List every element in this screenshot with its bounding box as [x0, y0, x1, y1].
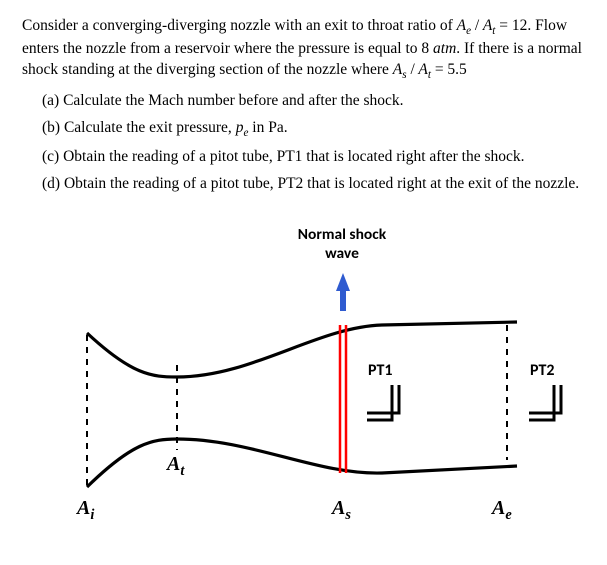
eq2: = 5.5	[435, 61, 467, 78]
question-list: (a) Calculate the Mach number before and…	[22, 91, 585, 195]
Ai-label: Ai	[77, 495, 94, 525]
intro-text-2: enters the nozzle from a reservoir where…	[22, 40, 433, 57]
At-label: At	[167, 451, 184, 481]
nozzle-figure: Normal shock wave PT1 PT2 Ai At As Ae	[22, 225, 582, 525]
after-atm: . If there is a normal	[456, 40, 582, 57]
ratio-At: At	[479, 17, 499, 34]
As-label: As	[332, 495, 351, 525]
ratio-At2: At	[415, 61, 435, 78]
question-a: (a) Calculate the Mach number before and…	[42, 91, 585, 112]
Ae-label: Ae	[492, 495, 512, 525]
problem-intro: Consider a converging-diverging nozzle w…	[22, 16, 585, 83]
pt2-label: PT2	[530, 360, 555, 382]
intro-text-1: Consider a converging-diverging nozzle w…	[22, 17, 457, 34]
question-d: (d) Obtain the reading of a pitot tube, …	[42, 174, 585, 195]
nozzle-svg	[22, 225, 582, 525]
eq1: = 12. Flow	[499, 17, 567, 34]
ratio-Ae: Ae	[457, 17, 475, 34]
pt1-label: PT1	[368, 360, 393, 382]
intro-text-3: shock standing at the diverging section …	[22, 61, 393, 78]
atm: atm	[433, 40, 456, 57]
question-c: (c) Obtain the reading of a pitot tube, …	[42, 147, 585, 168]
ratio-As: As	[393, 61, 411, 78]
question-b: (b) Calculate the exit pressure, pe in P…	[42, 118, 585, 141]
